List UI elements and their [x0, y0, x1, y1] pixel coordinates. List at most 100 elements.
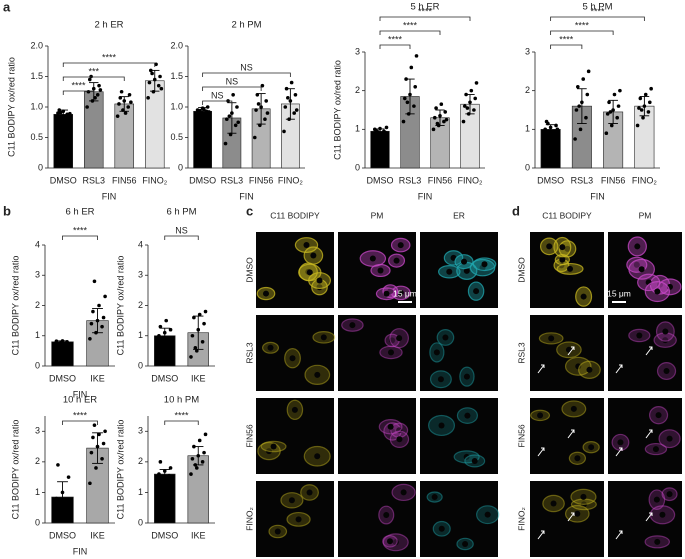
significance-label: **** [559, 34, 574, 44]
y-tick-label: 2 [138, 456, 143, 466]
nucleus [462, 540, 469, 547]
data-point [190, 333, 195, 338]
data-point [54, 116, 59, 120]
nucleus [580, 493, 587, 500]
nucleus [567, 265, 574, 272]
data-point [227, 114, 232, 118]
data-point [577, 104, 581, 108]
row-label: FINO₂ [516, 507, 526, 531]
bar [51, 341, 74, 367]
arrow-head [571, 512, 575, 516]
y-tick-label: 3 [138, 270, 143, 280]
micrograph-tile [420, 398, 498, 474]
x-tick-label: RSL3 [221, 175, 244, 185]
arrow [537, 530, 545, 540]
column-header: PM [639, 210, 652, 220]
data-point [607, 100, 611, 105]
y-tick-label: 0 [35, 360, 40, 370]
data-point [126, 105, 131, 109]
y-tick-label: 2.0 [30, 40, 43, 50]
nucleus [291, 406, 298, 413]
y-tick-label: 1 [525, 124, 530, 134]
data-point [97, 83, 101, 88]
data-point [405, 100, 410, 105]
data-point [643, 92, 648, 97]
data-point [127, 93, 132, 97]
data-point [641, 115, 645, 120]
x-tick-label: IKE [90, 373, 105, 383]
y-tick-label: 2 [35, 300, 40, 310]
nucleus [473, 288, 480, 295]
data-point [54, 339, 59, 343]
arrow [645, 346, 653, 356]
data-point [578, 127, 583, 132]
y-tick-label: 1 [35, 487, 40, 497]
data-point [117, 102, 121, 106]
data-point [412, 104, 416, 108]
data-point [434, 106, 438, 110]
nucleus [471, 457, 478, 464]
micrograph-tile [530, 481, 604, 557]
data-point [59, 508, 63, 513]
data-point [94, 466, 98, 470]
y-tick-label: 3 [355, 46, 360, 56]
data-point [87, 77, 92, 82]
data-point [401, 119, 406, 124]
row-label: FINO₂ [244, 507, 254, 531]
data-point [263, 117, 267, 121]
arrow-head [649, 512, 653, 516]
significance-bracket [62, 420, 98, 425]
data-point [129, 100, 133, 104]
data-point [435, 121, 440, 126]
arrow-head [571, 429, 575, 433]
nucleus [634, 243, 641, 250]
nucleus [383, 512, 390, 519]
arrow [645, 512, 653, 522]
significance-label: NS [240, 62, 253, 72]
data-point [97, 432, 101, 437]
data-point [254, 108, 258, 112]
nucleus [564, 245, 571, 252]
significance-bracket [202, 86, 262, 91]
arrow-head [619, 530, 623, 534]
nucleus [263, 290, 270, 297]
nucleus [654, 538, 661, 545]
nucleus [463, 373, 470, 380]
y-tick-label: 1 [355, 124, 360, 134]
data-point [286, 96, 290, 100]
significance-label: **** [403, 20, 418, 30]
nucleus [396, 436, 403, 443]
data-point [543, 127, 547, 132]
data-point [585, 92, 590, 97]
data-point [581, 77, 586, 81]
data-point [91, 309, 95, 314]
data-point [635, 123, 640, 128]
data-point [639, 108, 644, 112]
significance-bracket [202, 72, 291, 77]
nucleus [349, 322, 356, 329]
arrow-head [571, 346, 575, 350]
column-header: C11 BODIPY [542, 210, 592, 220]
nucleus [662, 328, 669, 335]
data-point [414, 54, 419, 58]
nucleus [655, 412, 662, 419]
data-point [584, 115, 588, 120]
data-point [289, 80, 294, 85]
significance-bracket [379, 16, 471, 21]
nucleus [389, 428, 396, 435]
x-tick-label: DMSO [151, 373, 178, 383]
x-axis-label: FIN [239, 191, 254, 201]
data-point [282, 129, 286, 134]
row-label: DMSO [516, 257, 526, 283]
x-tick-label: RSL3 [399, 175, 422, 185]
significance-label: NS [175, 225, 188, 235]
x-axis-label: FIN [102, 191, 117, 201]
data-point [92, 279, 97, 284]
nucleus [548, 335, 555, 342]
significance-label: **** [71, 80, 86, 90]
scale-bar-label: 15 μm [393, 288, 417, 298]
data-point [442, 119, 446, 124]
data-point [552, 129, 557, 134]
arrow-head [649, 346, 653, 350]
nucleus [481, 261, 488, 268]
